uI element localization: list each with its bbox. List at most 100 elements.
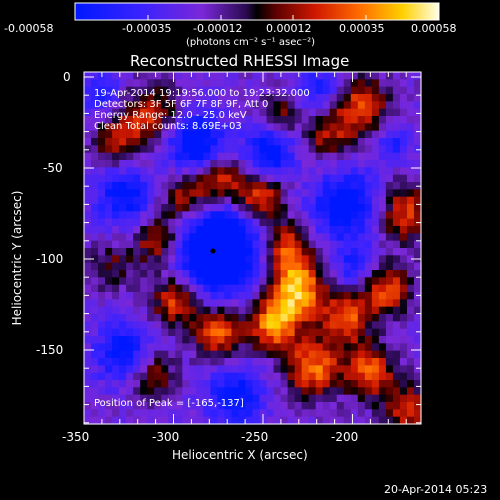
- image-pixel: [371, 218, 380, 227]
- image-pixel: [210, 174, 218, 183]
- image-pixel: [91, 277, 99, 286]
- image-pixel: [140, 152, 148, 161]
- image-pixel: [350, 299, 359, 308]
- image-pixel: [280, 138, 289, 146]
- image-pixel: [140, 380, 148, 388]
- image-pixel: [385, 416, 394, 425]
- image-pixel: [84, 94, 92, 102]
- footer-timestamp: 20-Apr-2014 05:23: [384, 483, 488, 496]
- image-pixel: [161, 299, 169, 308]
- image-pixel: [378, 123, 387, 132]
- image-pixel: [294, 372, 303, 381]
- image-pixel: [280, 321, 289, 330]
- image-pixel: [147, 211, 155, 220]
- image-pixel: [308, 101, 317, 110]
- image-pixel: [168, 409, 176, 418]
- image-pixel: [301, 284, 310, 293]
- image-pixel: [140, 270, 148, 278]
- image-pixel: [301, 387, 310, 396]
- image-pixel: [315, 277, 324, 286]
- image-pixel: [112, 138, 120, 146]
- image-pixel: [203, 343, 211, 352]
- image-pixel: [154, 292, 162, 300]
- image-pixel: [231, 270, 240, 278]
- image-pixel: [273, 262, 282, 271]
- image-pixel: [175, 101, 183, 110]
- image-pixel: [315, 145, 324, 154]
- image-pixel: [266, 233, 275, 242]
- image-pixel: [133, 314, 141, 322]
- image-pixel: [343, 138, 352, 146]
- image-pixel: [385, 358, 394, 366]
- image-pixel: [336, 138, 345, 146]
- image-pixel: [182, 321, 190, 330]
- image-pixel: [133, 160, 141, 168]
- image-pixel: [126, 218, 134, 227]
- image-pixel: [98, 343, 106, 352]
- image-pixel: [91, 306, 99, 315]
- image-pixel: [336, 226, 345, 234]
- image-pixel: [161, 372, 169, 381]
- image-pixel: [140, 226, 148, 234]
- image-pixel: [84, 196, 92, 205]
- image-pixel: [280, 409, 289, 418]
- image-pixel: [98, 372, 106, 381]
- image-pixel: [245, 380, 254, 388]
- image-pixel: [266, 416, 275, 425]
- image-pixel: [273, 130, 282, 139]
- image-pixel: [392, 284, 401, 293]
- image-pixel: [182, 343, 190, 352]
- image-pixel: [322, 160, 331, 168]
- image-pixel: [413, 321, 422, 330]
- image-pixel: [182, 350, 190, 359]
- image-pixel: [252, 72, 261, 80]
- image-pixel: [112, 189, 120, 198]
- image-pixel: [371, 152, 380, 161]
- image-pixel: [266, 306, 275, 315]
- image-pixel: [161, 145, 169, 154]
- image-pixel: [322, 292, 331, 300]
- image-pixel: [84, 167, 92, 176]
- image-pixel: [161, 321, 169, 330]
- image-pixel: [273, 270, 282, 278]
- image-pixel: [224, 123, 233, 132]
- image-pixel: [182, 306, 190, 315]
- image-pixel: [217, 226, 226, 234]
- image-pixel: [126, 314, 134, 322]
- image-pixel: [245, 72, 254, 80]
- image-pixel: [413, 79, 422, 88]
- image-pixel: [315, 387, 324, 396]
- image-pixel: [392, 321, 401, 330]
- image-pixel: [406, 211, 415, 220]
- image-pixel: [343, 336, 352, 344]
- image-pixel: [203, 189, 211, 198]
- image-pixel: [308, 189, 317, 198]
- info-line-clean: Clean Total counts: 8.69E+03: [94, 121, 242, 132]
- image-pixel: [126, 255, 134, 264]
- image-pixel: [133, 123, 141, 132]
- image-pixel: [140, 358, 148, 366]
- image-pixel: [168, 79, 176, 88]
- image-pixel: [224, 372, 233, 381]
- image-pixel: [406, 387, 415, 396]
- image-pixel: [308, 240, 317, 249]
- image-pixel: [364, 380, 373, 388]
- image-pixel: [98, 138, 106, 146]
- image-pixel: [133, 218, 141, 227]
- image-pixel: [238, 167, 247, 176]
- image-pixel: [196, 350, 204, 359]
- image-pixel: [336, 336, 345, 344]
- image-pixel: [105, 358, 113, 366]
- image-pixel: [364, 116, 373, 124]
- image-pixel: [140, 116, 148, 124]
- image-pixel: [343, 350, 352, 359]
- image-pixel: [231, 204, 240, 212]
- image-pixel: [238, 211, 247, 220]
- image-pixel: [133, 402, 141, 410]
- image-pixel: [196, 145, 204, 154]
- image-pixel: [315, 284, 324, 293]
- image-pixel: [168, 116, 176, 124]
- image-pixel: [343, 277, 352, 286]
- image-pixel: [119, 226, 127, 234]
- image-pixel: [182, 299, 190, 308]
